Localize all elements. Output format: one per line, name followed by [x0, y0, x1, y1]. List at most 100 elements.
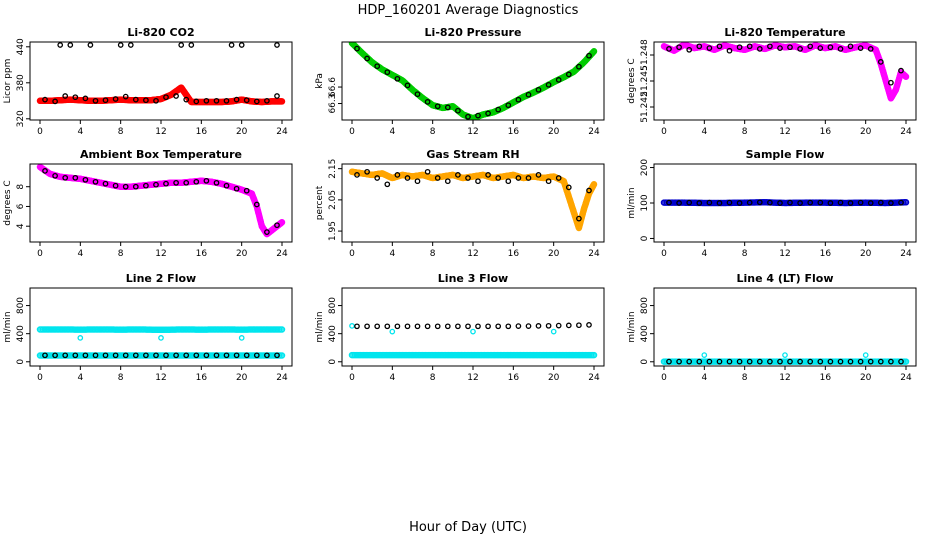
panel-line-3-flow-y-tick-label: 400	[328, 325, 338, 342]
panel-li-820-co2-co2-point	[278, 98, 286, 105]
panel-ambient-box-temperature-box-temp-avg-point	[173, 179, 179, 186]
panel-line-4-lt-flow-line4-avg-point	[837, 358, 844, 365]
panel-li-820-temperature-temperature-avg-point	[857, 45, 864, 51]
panel-line-4-lt-flow-line4-avg-point	[756, 358, 763, 365]
panel-line-4-lt-flow-line4-avg-point	[726, 358, 733, 365]
panel-line-4-lt-flow-line4-outliers-point	[701, 352, 708, 358]
panel-li-820-temperature-y-tick-label: 51.248	[640, 39, 650, 71]
panel-line-3-flow-x-tick-label: 4	[389, 373, 395, 383]
panel-gas-stream-rh-rh-avg-point	[586, 187, 592, 194]
panel-li-820-temperature-temperature-avg-point	[867, 46, 874, 52]
panel-li-820-pressure-pressure-avg-point	[535, 86, 542, 93]
panel-line-2-flow-y-tick-label: 800	[16, 297, 26, 314]
panel-line-2-flow-line2-avg-point	[203, 352, 210, 359]
panel-ambient-box-temperature-x-tick-label: 16	[196, 249, 208, 259]
panel-line-4-lt-flow-plot-frame	[653, 287, 917, 367]
panel-line-2-flow-line2-avg-point	[102, 352, 109, 359]
panel-li-820-temperature-x-tick-label: 12	[779, 127, 790, 137]
panel-line-3-flow-line3-avg-point	[515, 323, 522, 329]
panel-line-4-lt-flow-line4-avg-point	[807, 358, 814, 365]
panel-li-820-pressure-x-tick-label: 16	[508, 127, 520, 137]
panel-line-4-lt-flow-y-tick-label: 400	[640, 325, 650, 342]
panel-gas-stream-rh-rh-point	[590, 181, 598, 188]
panel-li-820-temperature-temperature-avg-point	[746, 43, 753, 50]
panel-gas-stream-rh-title: Gas Stream RH	[426, 148, 519, 161]
panel-li-820-temperature-data	[660, 42, 910, 102]
panel-li-820-co2-x-tick-label: 16	[196, 127, 208, 137]
panel-line-2-flow-line2-high-point	[278, 326, 286, 333]
panel-li-820-co2-x-tick-label: 0	[37, 127, 43, 137]
panel-line-3-flow-line3-avg-point	[475, 323, 481, 330]
panel-gas-stream-rh-rh-avg-point	[444, 178, 451, 185]
panel-ambient-box-temperature-box-temp-avg-point	[153, 181, 159, 188]
panel-li-820-co2-co2-avg-point	[132, 96, 139, 103]
panel-li-820-co2-co2-avg-point	[243, 97, 250, 104]
panel-line-4-lt-flow-line4-avg-point	[767, 358, 773, 365]
panel-line-2-flow-line2-outliers-point	[158, 335, 164, 341]
panel-ambient-box-temperature-box-temp-avg-point	[163, 180, 169, 187]
panel-line-3-flow-line3-avg-point	[404, 323, 411, 330]
panel-line-3-flow-line3-avg-point	[576, 322, 582, 329]
panel-line-3-flow-line3-avg-point	[525, 323, 532, 329]
panel-ambient-box-temperature-box-temp-avg-point	[102, 180, 109, 187]
panel-ambient-box-temperature-box-temp-avg-point	[213, 179, 220, 186]
panel-ambient-box-temperature-y-tick-label: 6	[16, 203, 26, 209]
panel-li-820-co2-co2-avg-point	[183, 96, 190, 103]
panel-sample-flow: Sample Flow 0 4 8 12 16 20 24 0 100 200 ml/min	[627, 148, 917, 259]
panel-li-820-pressure-x-tick-label: 8	[430, 127, 436, 137]
panel-line-4-lt-flow-line4-avg-point	[888, 358, 894, 365]
panel-gas-stream-rh-y-tick-label: 2.15	[328, 159, 338, 179]
panel-li-820-temperature-temperature-avg-point	[797, 46, 803, 52]
panel-li-820-pressure-pressure-avg-point	[475, 112, 481, 119]
panel-li-820-pressure-x-tick-label: 0	[349, 127, 355, 137]
panel-line-3-flow-line3-avg-point	[384, 323, 391, 330]
panel-line-2-flow-line2-avg-point	[213, 352, 220, 359]
panel-li-820-co2-y-tick-label: 320	[16, 110, 26, 127]
panel-li-820-co2-co2-avg-point	[264, 97, 270, 104]
panel-gas-stream-rh-rh-avg-point	[394, 172, 401, 178]
panel-line-2-flow-x-tick-label: 12	[155, 373, 166, 383]
panel-gas-stream-rh-y-tick-label: 1.95	[328, 221, 338, 241]
panel-li-820-co2-co2-avg-point	[274, 42, 280, 48]
panel-gas-stream-rh-rh-avg-point	[364, 168, 370, 175]
panel-line-4-lt-flow-line4-avg-point	[686, 358, 693, 365]
panel-line-3-flow-title: Line 3 Flow	[438, 272, 508, 285]
panel-line-2-flow-line2-avg-point	[132, 352, 139, 359]
panel-line-2-flow-x-tick-label: 24	[276, 373, 288, 383]
panel-gas-stream-rh-y-label: percent	[315, 185, 325, 220]
panel-gas-stream-rh-rh-avg-point	[374, 175, 381, 181]
panel-sample-flow-data	[660, 199, 910, 207]
panel-line-4-lt-flow-x-tick-label: 16	[820, 373, 832, 383]
panel-gas-stream-rh-x-tick-label: 24	[588, 249, 600, 259]
panel-li-820-pressure-pressure-avg-point	[414, 91, 421, 98]
panel-line-3-flow-data	[348, 322, 598, 359]
panel-ambient-box-temperature-box-temp-avg-point	[143, 182, 149, 189]
panel-li-820-temperature-temperature-avg-point	[767, 43, 773, 50]
panel-line-2-flow-y-tick-label: 400	[16, 325, 26, 342]
panel-sample-flow-y-tick-label: 200	[640, 159, 650, 176]
panel-li-820-temperature-temperature-avg-point	[837, 46, 844, 52]
panel-li-820-pressure-pressure-avg-point	[586, 52, 592, 59]
panel-li-820-co2-co2-avg-point	[117, 42, 124, 48]
panel-li-820-co2-x-tick-label: 20	[236, 127, 248, 137]
panel-line-4-lt-flow-x-tick-label: 12	[779, 373, 790, 383]
panel-sample-flow-sample-flow-avg-point	[898, 199, 904, 206]
panel-line-3-flow-line3-avg-point	[465, 323, 471, 330]
panel-li-820-temperature-temperature-avg-point	[777, 45, 783, 51]
panel-line-2-flow-line2-avg-point	[72, 352, 79, 359]
panel-line-2-flow-line2-avg-point	[112, 352, 119, 359]
panel-gas-stream-rh-x-tick-label: 0	[349, 249, 355, 259]
panel-gas-stream-rh-rh-avg-point	[414, 178, 421, 185]
panel-sample-flow-sample-flow-avg-point	[837, 199, 844, 206]
panel-line-3-flow-x-tick-label: 12	[467, 373, 478, 383]
panel-line-3-flow-y-tick-label: 800	[328, 297, 338, 314]
panel-line-4-lt-flow-line4-avg-point	[867, 358, 874, 365]
panel-li-820-temperature-temperature-avg-point	[898, 67, 904, 74]
panel-line-4-lt-flow-line4-outliers-point	[782, 352, 788, 358]
panel-ambient-box-temperature-box-temp-avg-point	[274, 222, 280, 229]
panel-li-820-pressure-x-tick-label: 20	[548, 127, 560, 137]
panel-li-820-co2-x-tick-label: 8	[118, 127, 124, 137]
